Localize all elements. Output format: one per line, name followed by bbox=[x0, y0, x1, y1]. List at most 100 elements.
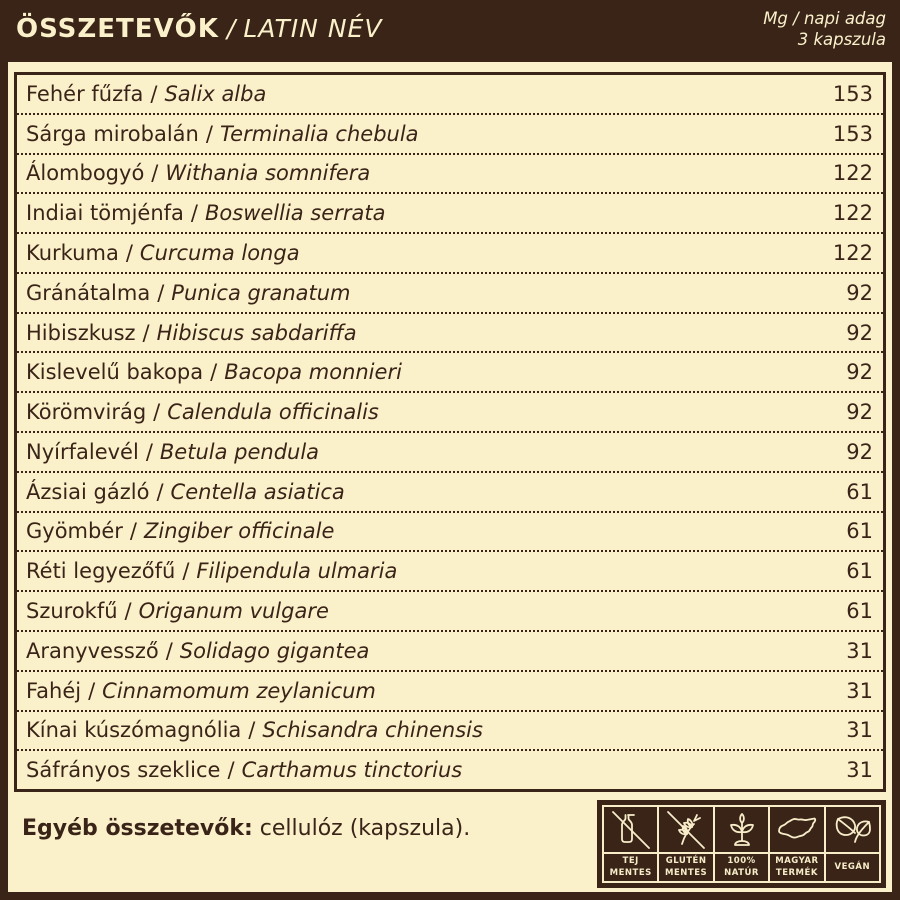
header-band: ÖSSZETEVŐK / LATIN NÉV Mg / napi adag 3 … bbox=[0, 0, 900, 62]
ingredient-mg-value: 31 bbox=[846, 718, 873, 743]
table-row: Sárga mirobalán / Terminalia chebula 153 bbox=[17, 115, 883, 155]
ingredient-name-latin: Zingiber officinale bbox=[143, 519, 335, 544]
table-row: Körömvirág / Calendula officinalis 92 bbox=[17, 393, 883, 434]
badge-natural: 100% NATÚR bbox=[714, 805, 771, 883]
ingredient-name-hu: Kínai kúszómagnólia bbox=[26, 718, 242, 743]
ingredient-mg-value: 61 bbox=[846, 559, 873, 584]
ingredient-name-group: Ázsiai gázló / Centella asiatica bbox=[26, 480, 345, 504]
ingredient-separator: / bbox=[129, 519, 137, 544]
ingredient-separator: / bbox=[125, 241, 133, 266]
ingredient-name-group: Indiai tömjénfa / Boswellia serrata bbox=[26, 201, 385, 225]
ingredient-mg-value: 122 bbox=[832, 201, 873, 226]
ingredient-name-hu: Gránátalma bbox=[26, 280, 151, 305]
table-row: Nyírfalevél / Betula pendula 92 bbox=[17, 433, 883, 473]
ingredient-name-hu: Sáfrányos szeklice bbox=[26, 758, 221, 783]
ingredient-name-latin: Origanum vulgare bbox=[138, 599, 329, 624]
ingredient-name-hu: Kurkuma bbox=[26, 241, 119, 266]
dose-unit-line1: Mg / napi adag bbox=[763, 8, 886, 28]
badge-vegan: VEGÁN bbox=[825, 805, 882, 883]
badge-gluten-free-label: GLUTÉN MENTES bbox=[665, 856, 708, 878]
title-latin: LATIN NÉV bbox=[243, 14, 383, 43]
ingredient-mg-value: 122 bbox=[832, 161, 873, 186]
ingredient-name-group: Sárga mirobalán / Terminalia chebula bbox=[26, 122, 419, 146]
ingredient-name-latin: Terminalia chebula bbox=[219, 121, 419, 146]
ingredient-name-hu: Körömvirág bbox=[26, 400, 147, 425]
ingredient-mg-value: 31 bbox=[846, 638, 873, 663]
ingredient-name-group: Gránátalma / Punica granatum bbox=[26, 281, 351, 305]
ingredient-mg-value: 92 bbox=[846, 280, 873, 305]
ingredients-table: Fehér fűzfa / Salix alba 153 Sárga mirob… bbox=[14, 72, 886, 792]
ingredient-name-latin: Curcuma longa bbox=[139, 241, 300, 266]
ingredient-mg-value: 31 bbox=[846, 678, 873, 703]
ingredient-name-latin: Centella asiatica bbox=[170, 479, 345, 504]
ingredient-name-hu: Fehér fűzfa bbox=[26, 81, 144, 106]
ingredient-name-group: Körömvirág / Calendula officinalis bbox=[26, 400, 379, 424]
ingredient-name-latin: Withania somnifera bbox=[165, 161, 371, 186]
ingredient-name-group: Szurokfű / Origanum vulgare bbox=[26, 599, 329, 623]
table-row: Kislevelű bakopa / Bacopa monnieri 92 bbox=[17, 353, 883, 394]
ingredient-separator: / bbox=[190, 201, 198, 226]
ingredient-name-group: Álombogyó / Withania somnifera bbox=[26, 161, 370, 185]
badge-milk-free: TEJ MENTES bbox=[602, 805, 660, 883]
ingredient-separator: / bbox=[124, 599, 132, 624]
ingredient-name-latin: Cinnamomum zeylanicum bbox=[102, 678, 376, 703]
ingredient-name-group: Kínai kúszómagnólia / Schisandra chinens… bbox=[26, 718, 483, 742]
ingredient-name-group: Fehér fűzfa / Salix alba bbox=[26, 82, 266, 106]
ingredient-separator: / bbox=[156, 479, 164, 504]
content-panel: Fehér fűzfa / Salix alba 153 Sárga mirob… bbox=[8, 62, 892, 892]
ingredient-name-latin: Boswellia serrata bbox=[205, 201, 386, 226]
ingredient-name-hu: Ázsiai gázló bbox=[26, 479, 150, 504]
ingredient-name-hu: Nyírfalevél bbox=[26, 439, 139, 464]
ingredient-name-latin: Carthamus tinctorius bbox=[241, 758, 463, 783]
ingredient-name-hu: Réti legyezőfű bbox=[26, 559, 176, 584]
table-row: Gránátalma / Punica granatum 92 bbox=[17, 274, 883, 314]
ingredient-separator: / bbox=[153, 400, 161, 425]
ingredient-name-hu: Hibiszkusz bbox=[26, 320, 136, 345]
sprout-icon bbox=[714, 807, 769, 854]
table-row: Kínai kúszómagnólia / Schisandra chinens… bbox=[17, 712, 883, 752]
ingredient-name-hu: Indiai tömjénfa bbox=[26, 201, 184, 226]
ingredient-name-group: Kislevelű bakopa / Bacopa monnieri bbox=[26, 360, 402, 384]
ingredient-name-hu: Álombogyó bbox=[26, 161, 145, 186]
ingredient-separator: / bbox=[182, 559, 190, 584]
ingredient-separator: / bbox=[151, 161, 159, 186]
table-row: Aranyvessző / Solidago gigantea 31 bbox=[17, 632, 883, 672]
ingredient-name-hu: Sárga mirobalán bbox=[26, 121, 199, 146]
dose-unit-line2: 3 kapszula bbox=[797, 30, 886, 49]
ingredient-name-latin: Filipendula ulmaria bbox=[196, 559, 398, 584]
other-ingredients-note: Egyéb összetevők: cellulóz (kapszula). bbox=[22, 814, 470, 842]
ingredient-name-latin: Betula pendula bbox=[159, 439, 320, 464]
badge-natural-label: 100% NATÚR bbox=[724, 856, 759, 878]
ingredient-separator: / bbox=[157, 280, 165, 305]
badge-vegan-label: VEGÁN bbox=[834, 861, 871, 872]
certification-badges: TEJ MENTES GLUTÉN MENTES bbox=[597, 800, 886, 888]
table-row: Indiai tömjénfa / Boswellia serrata 122 bbox=[17, 194, 883, 235]
table-row: Gyömbér / Zingiber officinale 61 bbox=[17, 513, 883, 553]
ingredient-separator: / bbox=[248, 718, 256, 743]
ingredient-name-group: Hibiszkusz / Hibiscus sabdariffa bbox=[26, 321, 357, 345]
ingredient-mg-value: 92 bbox=[846, 400, 873, 425]
ingredient-name-hu: Szurokfű bbox=[26, 599, 118, 624]
ingredient-separator: / bbox=[142, 320, 150, 345]
ingredient-name-group: Gyömbér / Zingiber officinale bbox=[26, 519, 334, 543]
ingredient-mg-value: 92 bbox=[846, 320, 873, 345]
dose-unit-info: Mg / napi adag 3 kapszula bbox=[763, 8, 886, 51]
ingredient-separator: / bbox=[227, 758, 235, 783]
page-title: ÖSSZETEVŐK / LATIN NÉV bbox=[16, 14, 382, 44]
ingredient-name-group: Fahéj / Cinnamomum zeylanicum bbox=[26, 679, 376, 703]
other-ingredients-label: Egyéb összetevők: bbox=[22, 815, 253, 841]
ingredient-mg-value: 122 bbox=[832, 241, 873, 266]
ingredient-separator: / bbox=[88, 678, 96, 703]
ingredient-name-latin: Schisandra chinensis bbox=[262, 718, 483, 743]
ingredient-name-latin: Calendula officinalis bbox=[167, 400, 379, 425]
badge-milk-free-label: TEJ MENTES bbox=[609, 856, 652, 878]
badge-hungarian-product-label: MAGYAR TERMÉK bbox=[775, 856, 819, 878]
ingredient-name-hu: Fahéj bbox=[26, 678, 82, 703]
ingredient-separator: / bbox=[165, 638, 173, 663]
ingredient-name-latin: Bacopa monnieri bbox=[224, 360, 402, 385]
badge-hungarian-product: MAGYAR TERMÉK bbox=[770, 805, 826, 883]
ingredient-mg-value: 31 bbox=[846, 758, 873, 783]
ingredient-name-latin: Solidago gigantea bbox=[179, 638, 370, 663]
title-separator: / bbox=[226, 14, 236, 43]
